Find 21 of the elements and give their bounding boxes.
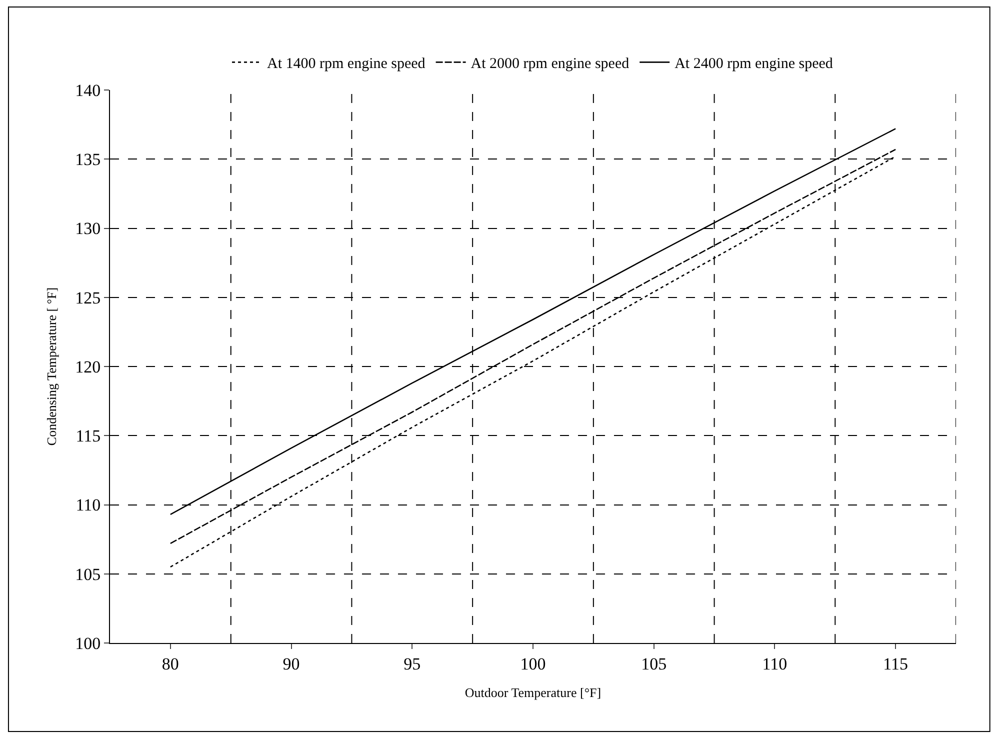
x-tick-label: 115 (883, 654, 908, 674)
x-tick-label: 80 (162, 654, 179, 674)
y-tick-label: 130 (75, 219, 101, 238)
legend-label: At 2000 rpm engine speed (470, 56, 630, 72)
y-tick-label: 120 (75, 357, 101, 376)
x-tick-label: 100 (520, 654, 546, 674)
y-tick-label: 135 (75, 150, 101, 170)
y-tick-label: 125 (75, 288, 101, 308)
y-tick-label: 115 (76, 426, 101, 446)
x-tick-label: 110 (762, 654, 788, 674)
y-tick-label: 110 (76, 496, 101, 515)
x-tick-label: 90 (282, 654, 300, 674)
legend-label: At 1400 rpm engine speed (267, 56, 426, 72)
legend-label: At 2400 rpm engine speed (674, 56, 834, 72)
y-tick-label: 105 (75, 564, 101, 584)
x-tick-label: 105 (641, 654, 667, 674)
y-axis-title: Condensing Temperature [ °F] (44, 287, 60, 446)
y-tick-label: 100 (75, 634, 101, 653)
x-tick-label: 95 (404, 654, 421, 674)
y-tick-label: 140 (75, 80, 101, 100)
x-axis-title: Outdoor Temperature [°F] (464, 685, 602, 700)
